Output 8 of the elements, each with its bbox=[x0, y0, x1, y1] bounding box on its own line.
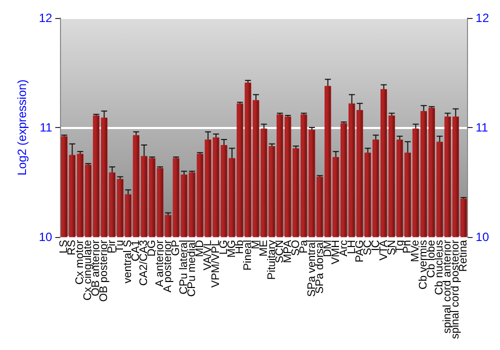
x-tick-label: Retina bbox=[458, 239, 470, 272]
y-tick-label: 11 bbox=[40, 120, 53, 134]
y-tick-label: 12 bbox=[38, 11, 53, 25]
y-axis-title: Log2 (expression) bbox=[15, 79, 29, 176]
y-tick-label: 10 bbox=[38, 230, 53, 244]
y2-tick-label: 12 bbox=[476, 11, 490, 25]
y2-tick-label: 10 bbox=[476, 230, 490, 244]
y2-tick-label: 11 bbox=[476, 120, 488, 134]
